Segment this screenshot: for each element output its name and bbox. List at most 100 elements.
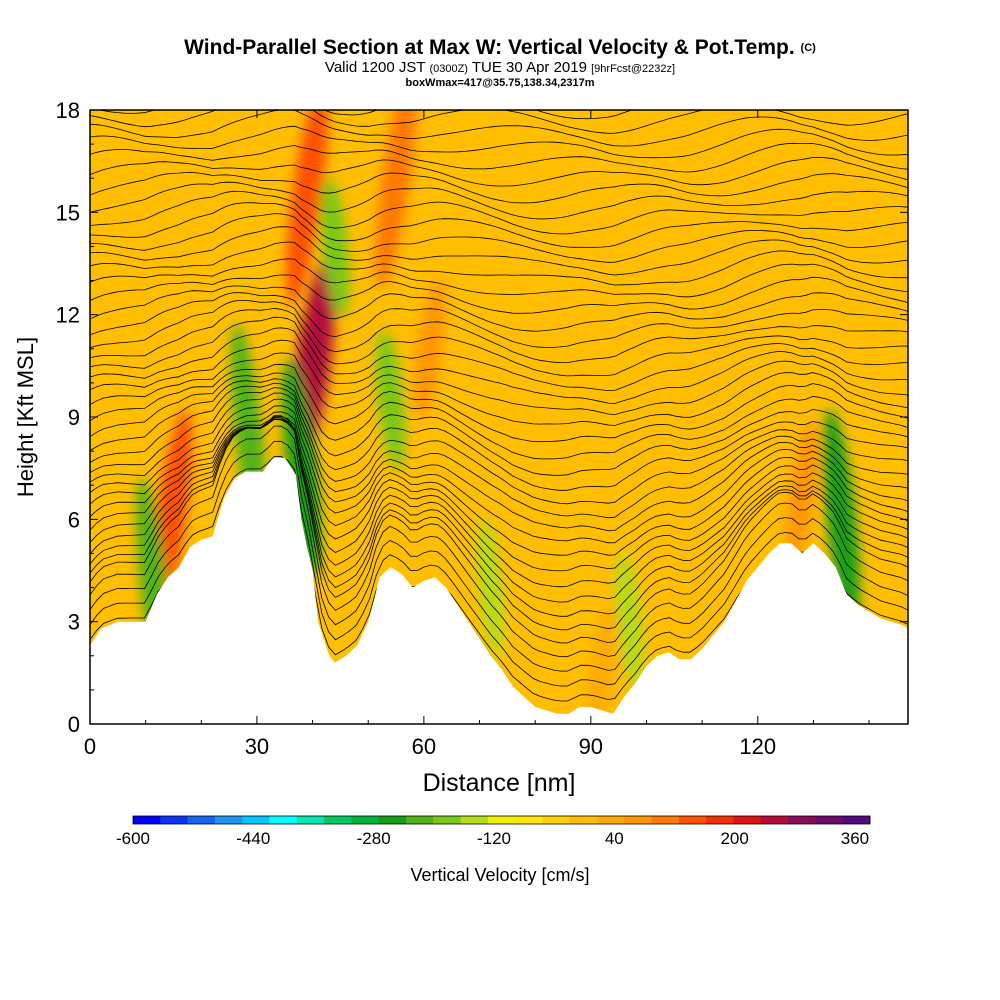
downdraft-cell-4 bbox=[376, 330, 405, 470]
colorbar-tick-label-4: 40 bbox=[605, 829, 624, 848]
y-tick-label-5: 15 bbox=[56, 200, 80, 225]
colorbar-cell-21 bbox=[706, 816, 735, 824]
isentrope-33 bbox=[90, 190, 908, 235]
isentrope-28 bbox=[90, 258, 908, 298]
isentrope-12 bbox=[90, 398, 908, 532]
isentrope-25 bbox=[90, 292, 908, 348]
isentrope-17 bbox=[90, 372, 908, 460]
colorbar-cell-2 bbox=[187, 816, 216, 824]
isentrope-31 bbox=[90, 213, 908, 263]
colorbar-tick-label-1: -440 bbox=[236, 829, 270, 848]
y-tick-label-3: 9 bbox=[68, 405, 80, 430]
isentrope-27 bbox=[90, 274, 908, 314]
isentrope-37 bbox=[90, 142, 908, 173]
isentrope-3 bbox=[90, 425, 908, 658]
colorbar-cell-15 bbox=[542, 816, 571, 824]
isentrope-45 bbox=[90, 31, 908, 59]
colorbar-tick-label-0: -600 bbox=[116, 829, 150, 848]
colorbar-cell-16 bbox=[569, 816, 598, 824]
isentrope-39 bbox=[90, 110, 908, 147]
updraft-cell-3 bbox=[375, 110, 417, 288]
colorbar-cell-23 bbox=[760, 816, 789, 824]
isentrope-6 bbox=[90, 418, 908, 617]
x-tick-label-2: 60 bbox=[412, 734, 436, 759]
updraft-cell-7 bbox=[621, 415, 650, 555]
colorbar: -600 -440 -280 -120 40 200 360 bbox=[116, 815, 871, 848]
isentrope-16 bbox=[90, 378, 908, 476]
x-axis: 0 30 60 90 120 bbox=[84, 110, 870, 759]
box-info: boxWmax=417@35.75,138.34,2317m bbox=[405, 77, 595, 89]
isentrope-7 bbox=[90, 419, 908, 603]
colorbar-frame bbox=[132, 815, 871, 825]
isentrope-8 bbox=[90, 418, 908, 588]
colorbar-cell-18 bbox=[624, 816, 653, 824]
colorbar-cell-14 bbox=[515, 816, 543, 824]
colorbar-tick-label-3: -120 bbox=[477, 829, 511, 848]
colorbar-cell-24 bbox=[788, 816, 816, 824]
colorbar-cell-3 bbox=[214, 816, 243, 824]
colorbar-cell-6 bbox=[296, 816, 325, 824]
isentrope-43 bbox=[90, 59, 908, 90]
colorbar-cell-4 bbox=[242, 816, 270, 824]
updraft-cell-4 bbox=[413, 279, 446, 419]
copyright-mark: (C) bbox=[800, 42, 816, 54]
isentrope-35 bbox=[90, 171, 908, 204]
colorbar-tick-label-5: 200 bbox=[720, 829, 748, 848]
isentrope-30 bbox=[90, 226, 908, 276]
forecast-info: [9hrFcst@2232z] bbox=[591, 63, 676, 75]
isentrope-10 bbox=[90, 411, 908, 556]
y-axis-label: Height [Kft MSL] bbox=[13, 337, 38, 497]
x-tick-label-1: 30 bbox=[245, 734, 269, 759]
colorbar-label: Vertical Velocity [cm/s] bbox=[410, 865, 589, 885]
colorbar-cell-22 bbox=[733, 816, 762, 824]
isentrope-29 bbox=[90, 241, 908, 286]
colorbar-cell-17 bbox=[597, 816, 625, 824]
colorbar-cell-13 bbox=[487, 816, 516, 824]
valid-time: Valid 1200 JST bbox=[324, 59, 426, 76]
isentrope-44 bbox=[90, 46, 908, 75]
isentrope-1 bbox=[90, 455, 908, 687]
isentrope-13 bbox=[90, 392, 908, 519]
colorbar-cell-19 bbox=[651, 816, 680, 824]
x-tick-label-4: 120 bbox=[739, 734, 776, 759]
chart-title: Wind-Parallel Section at Max W: Vertical… bbox=[184, 36, 795, 59]
isentrope-23 bbox=[90, 307, 908, 377]
isentrope-9 bbox=[90, 415, 908, 572]
updraft-cell-6 bbox=[587, 603, 617, 724]
isentrope-20 bbox=[90, 339, 908, 416]
colorbar-tick-label-2: -280 bbox=[357, 829, 391, 848]
isentrope-38 bbox=[90, 125, 908, 159]
colorbar-cell-7 bbox=[324, 816, 352, 824]
colorbar-cell-10 bbox=[405, 816, 434, 824]
y-tick-label-6: 18 bbox=[56, 98, 80, 123]
isentrope-18 bbox=[90, 363, 908, 443]
isentrope-21 bbox=[90, 327, 908, 404]
y-tick-label-4: 12 bbox=[56, 303, 80, 328]
x-tick-label-0: 0 bbox=[84, 734, 96, 759]
isentrope-11 bbox=[90, 405, 908, 544]
updraft-cell-1 bbox=[286, 110, 329, 305]
x-tick-label-3: 90 bbox=[579, 734, 603, 759]
isentrope-42 bbox=[90, 70, 908, 105]
y-axis: 0 3 6 9 12 15 18 bbox=[56, 98, 908, 737]
colorbar-cell-0 bbox=[133, 816, 161, 824]
colorbar-cell-20 bbox=[678, 816, 707, 824]
x-axis-label: Distance [nm] bbox=[423, 769, 576, 797]
colorbar-cell-5 bbox=[269, 816, 298, 824]
chart-title-block: Wind-Parallel Section at Max W: Vertical… bbox=[0, 36, 1000, 89]
y-tick-label-0: 0 bbox=[68, 712, 80, 737]
updraft-cell-5 bbox=[786, 422, 819, 562]
isentrope-15 bbox=[90, 382, 908, 491]
isentrope-2 bbox=[90, 440, 908, 672]
valid-utc: (0300Z) bbox=[429, 63, 468, 75]
isentrope-4 bbox=[90, 415, 908, 644]
colorbar-cell-9 bbox=[378, 816, 407, 824]
colorbar-cell-26 bbox=[842, 816, 871, 824]
isentrope-24 bbox=[90, 300, 908, 364]
isentrope-34 bbox=[90, 181, 908, 220]
colorbar-cell-11 bbox=[433, 816, 462, 824]
isentrope-19 bbox=[90, 352, 908, 426]
downdraft-cell-5 bbox=[822, 409, 860, 629]
colorbar-cell-25 bbox=[815, 816, 844, 824]
